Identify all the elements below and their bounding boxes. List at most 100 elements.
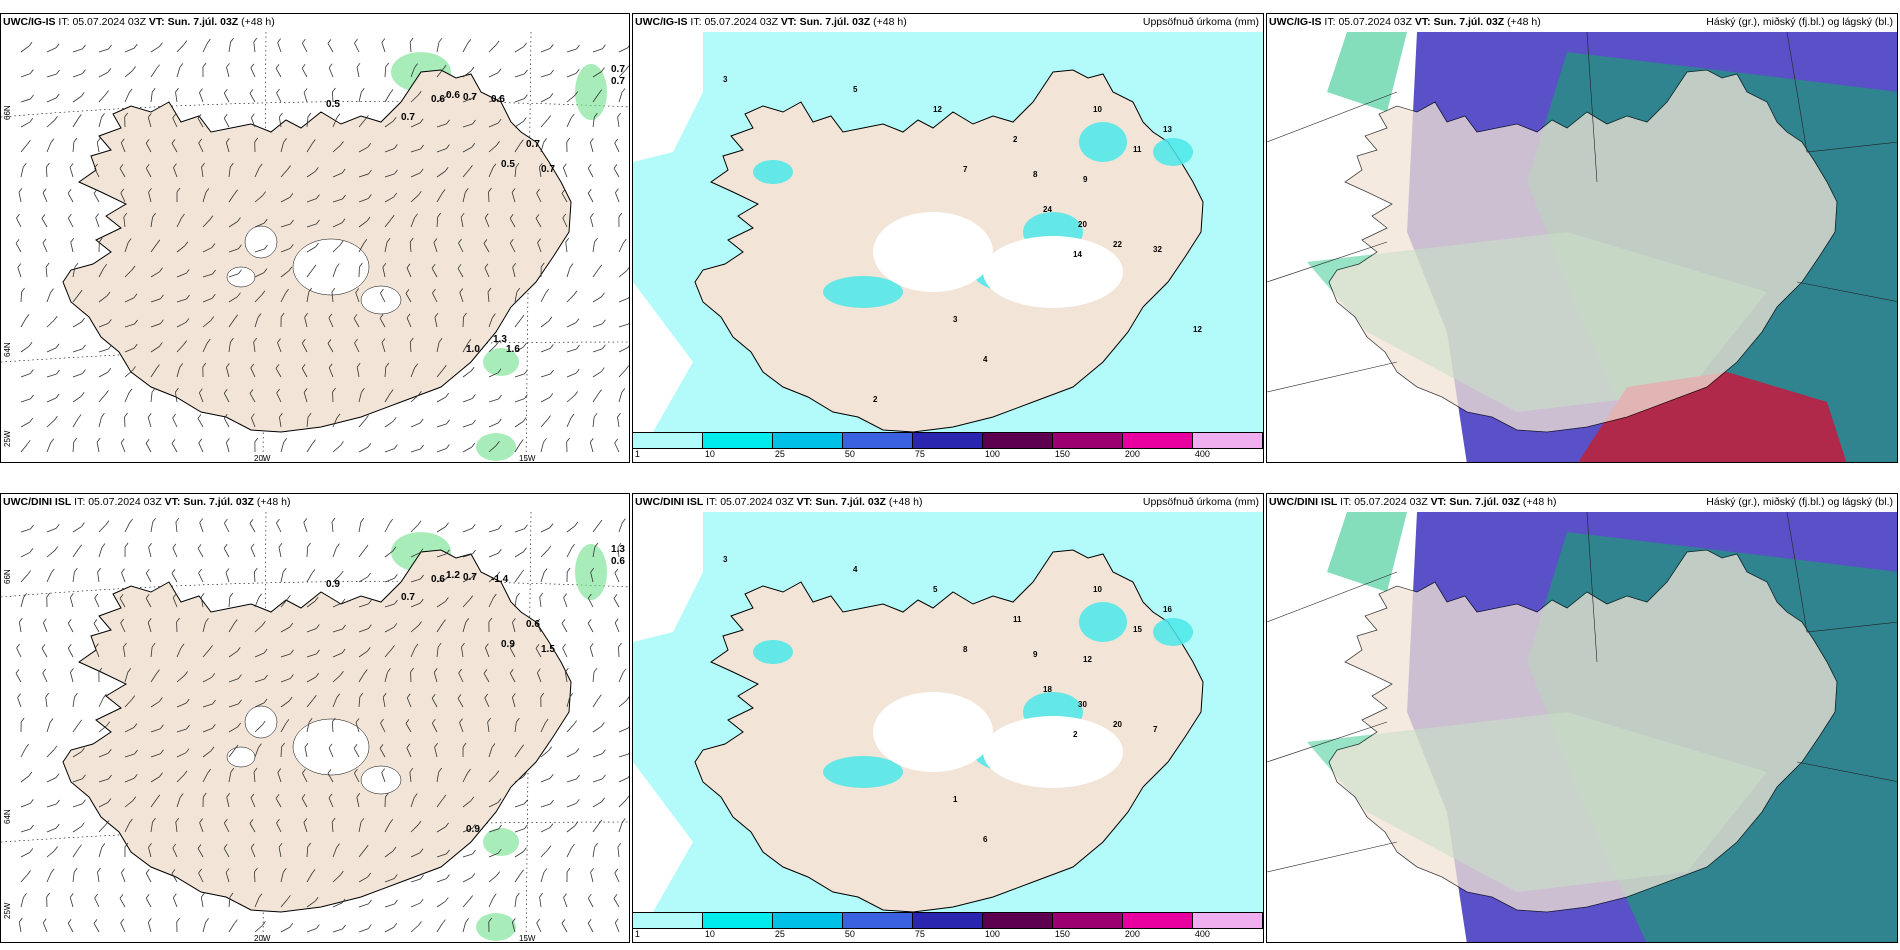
wind-value-label: 0.7 [611, 64, 625, 75]
precip-value-label: 7 [1153, 725, 1158, 734]
precip-value-label: 2 [1073, 730, 1078, 739]
legend-swatch [1193, 433, 1263, 448]
precip-value-label: 18 [1043, 685, 1052, 694]
precip-cell [823, 276, 903, 308]
low-cloud-area [1327, 32, 1407, 112]
legend-swatch [773, 913, 843, 928]
precip-value-label: 9 [1033, 650, 1038, 659]
precip-value-label: 30 [1078, 700, 1087, 709]
precip-cell [1079, 122, 1127, 162]
iceland-landmass [1328, 69, 1838, 433]
precip-value-label: 20 [1113, 720, 1122, 729]
wind-value-label: 0.7 [463, 92, 477, 103]
glacier [292, 238, 370, 296]
wind-value-label: 0.5 [501, 159, 515, 170]
precip-value-label: 13 [1163, 125, 1172, 134]
precip-value-label: 3 [723, 75, 728, 84]
precip-value-label: 16 [1163, 605, 1172, 614]
wind-value-label: 0.9 [326, 579, 340, 590]
glacier [360, 765, 402, 795]
graticule [1267, 511, 1897, 873]
wind-barbs [15, 37, 629, 453]
precip-value-label: 10 [1093, 105, 1102, 114]
legend-swatch [843, 913, 913, 928]
precip-panel-top: UWC/IG-IS IT: 05.07.2024 03Z VT: Sun. 7.… [632, 13, 1264, 463]
wind-value-label: 0.6 [491, 94, 505, 105]
legend-swatch [633, 913, 703, 928]
cloud-title: Háský (gr.), miðský (fj.bl.) og lágský (… [1706, 16, 1893, 28]
wind-value-label: 0.7 [541, 164, 555, 175]
wind-value-label: 0.6 [431, 574, 445, 585]
precip-value-label: 5 [853, 85, 858, 94]
wind-barbs [15, 517, 629, 933]
wind-value-label: 0.5 [326, 99, 340, 110]
panel-header: UWC/IG-IS IT: 05.07.2024 03Z VT: Sun. 7.… [3, 16, 275, 28]
wind-value-label: 1.0 [466, 344, 480, 355]
wind-value-label: 0.6 [611, 556, 625, 567]
panel-header: UWC/DINI ISL IT: 05.07.2024 03Z VT: Sun.… [3, 496, 291, 508]
no-precip-area [633, 282, 693, 432]
legend-tick-label: 50 [844, 929, 855, 939]
precip-value-label: 12 [1193, 325, 1202, 334]
lon-label-15w: 15W [519, 934, 536, 943]
wind-value-label: 1.2 [446, 570, 460, 581]
wind-value-label: 0.9 [466, 824, 480, 835]
no-precip-area [873, 212, 993, 292]
legend-swatch [1123, 433, 1193, 448]
legend-swatch [1053, 913, 1123, 928]
precip-cell [753, 640, 793, 664]
precip-value-label: 12 [933, 105, 942, 114]
legend-tick-label: 200 [1124, 449, 1140, 459]
precip-cell [1153, 138, 1193, 166]
precip-value-label: 8 [963, 645, 968, 654]
legend-swatch [703, 913, 773, 928]
legend-tick-label: 10 [704, 449, 715, 459]
legend-swatch [983, 433, 1053, 448]
lat-label-64n: 64N [3, 809, 12, 824]
no-precip-area [633, 762, 693, 912]
legend-swatch [1193, 913, 1263, 928]
precip-cell [753, 160, 793, 184]
panel-header: UWC/DINI ISL IT: 05.07.2024 03Z VT: Sun.… [1269, 496, 1557, 508]
precip-value-label: 24 [1043, 205, 1052, 214]
legend-swatch [1123, 913, 1193, 928]
precip-legend: 1 10 25 50 75 100 150 200 400 [633, 430, 1263, 462]
precip-legend: 1 10 25 50 75 100 150 200 400 [633, 910, 1263, 942]
precip-value-label: 32 [1153, 245, 1162, 254]
lat-label-25w: 25W [3, 430, 12, 447]
wind-value-label: 0.7 [401, 112, 415, 123]
precip-value-label: 6 [983, 835, 988, 844]
wind-value-label: 1.5 [541, 644, 555, 655]
wind-panel-top: UWC/IG-IS IT: 05.07.2024 03Z VT: Sun. 7.… [0, 13, 630, 463]
glacier [244, 705, 278, 739]
legend-tick-label: 400 [1194, 449, 1210, 459]
wind-map: 0.70.70.5 0.6 0.6 0.7 0.60.70.70.5 0.71.01.31… [1, 31, 629, 462]
no-precip-area [983, 236, 1123, 308]
lat-label-66n: 66N [3, 105, 12, 120]
precip-area [476, 433, 516, 461]
wind-value-label: -1.4 [491, 574, 509, 585]
precip-value-label: 15 [1133, 625, 1142, 634]
cloud-panel-bottom: UWC/DINI ISL IT: 05.07.2024 03Z VT: Sun.… [1266, 493, 1898, 943]
legend-tick-label: 100 [984, 929, 1000, 939]
lon-label-20w: 20W [254, 934, 271, 943]
precip-area [476, 913, 516, 941]
precip-value-label: 7 [963, 165, 968, 174]
cloud-panel-top: UWC/IG-IS IT: 05.07.2024 03Z VT: Sun. 7.… [1266, 13, 1898, 463]
legend-tick-label: 200 [1124, 929, 1140, 939]
precip-value-label: 11 [1013, 615, 1022, 624]
precip-value-label: 1 [953, 795, 958, 804]
precip-value-label: 12 [1083, 655, 1092, 664]
precip-cell [1153, 618, 1193, 646]
precip-value-label: 3 [953, 315, 958, 324]
panel-header: UWC/IG-IS IT: 05.07.2024 03Z VT: Sun. 7.… [1269, 16, 1541, 28]
lon-label-15w: 15W [519, 454, 536, 463]
wind-value-label: 0.7 [463, 572, 477, 583]
legend-tick-label: 100 [984, 449, 1000, 459]
legend-tick-label: 25 [774, 449, 785, 459]
wind-value-label: 1.6 [506, 344, 520, 355]
legend-tick-label: 75 [914, 449, 925, 459]
iceland-landmass [1328, 549, 1838, 913]
precip-value-label: 11 [1133, 145, 1142, 154]
